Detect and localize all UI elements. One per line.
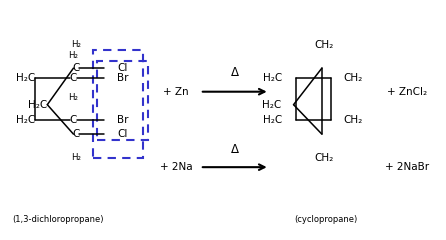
Text: (1,3-dichloropropane): (1,3-dichloropropane) bbox=[12, 215, 104, 223]
Text: H₂C: H₂C bbox=[28, 100, 47, 110]
Text: (cyclopropane): (cyclopropane) bbox=[295, 215, 358, 223]
Text: CH₂: CH₂ bbox=[344, 115, 363, 125]
Text: Cl: Cl bbox=[117, 129, 128, 139]
Text: H₂C: H₂C bbox=[262, 100, 281, 110]
Bar bbox=[97, 61, 148, 140]
Text: H₂C: H₂C bbox=[264, 72, 283, 83]
Text: Br: Br bbox=[117, 115, 128, 125]
Text: Br: Br bbox=[117, 72, 128, 83]
Text: C: C bbox=[70, 72, 77, 83]
Text: H₂: H₂ bbox=[68, 51, 78, 60]
Text: H₂: H₂ bbox=[68, 93, 78, 102]
Text: CH₂: CH₂ bbox=[314, 153, 334, 163]
Text: C: C bbox=[72, 129, 79, 139]
Text: H₂C: H₂C bbox=[16, 72, 35, 83]
Text: + 2Na: + 2Na bbox=[160, 162, 192, 172]
Text: H₂C: H₂C bbox=[264, 115, 283, 125]
Text: H₂: H₂ bbox=[70, 40, 81, 49]
Text: CH₂: CH₂ bbox=[344, 72, 363, 83]
Text: H₂C: H₂C bbox=[16, 115, 35, 125]
Text: Cl: Cl bbox=[117, 63, 128, 73]
Text: Δ: Δ bbox=[231, 66, 239, 79]
Bar bbox=[93, 50, 143, 158]
Text: + 2NaBr: + 2NaBr bbox=[385, 162, 429, 172]
Text: + ZnCl₂: + ZnCl₂ bbox=[387, 87, 427, 97]
Text: + Zn: + Zn bbox=[163, 87, 189, 97]
Text: Δ: Δ bbox=[231, 143, 239, 156]
Text: H₂: H₂ bbox=[70, 153, 81, 162]
Text: C: C bbox=[70, 115, 77, 125]
Text: CH₂: CH₂ bbox=[314, 40, 334, 49]
Text: C: C bbox=[72, 63, 79, 73]
